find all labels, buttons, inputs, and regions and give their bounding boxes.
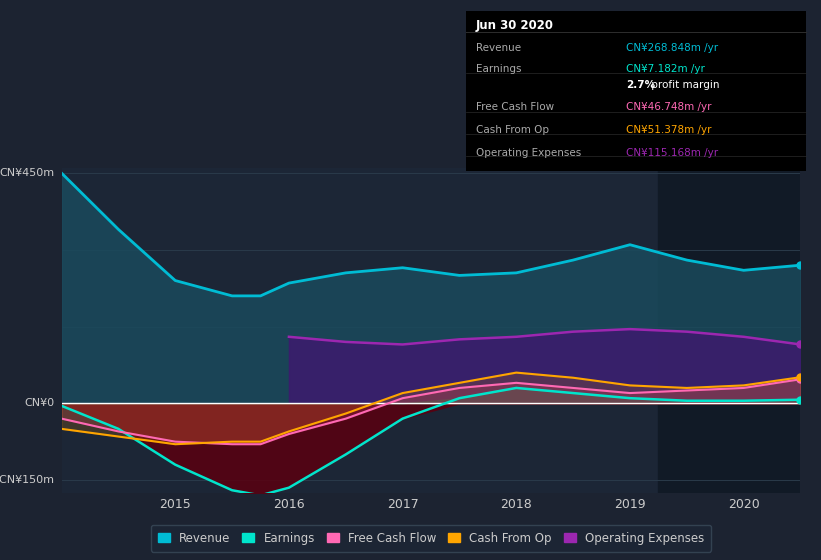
Text: CN¥115.168m /yr: CN¥115.168m /yr: [626, 148, 718, 158]
Text: profit margin: profit margin: [648, 80, 719, 90]
Text: CN¥450m: CN¥450m: [0, 168, 54, 178]
Bar: [658, 168, 806, 493]
Text: 2.7%: 2.7%: [626, 80, 655, 90]
Legend: Revenue, Earnings, Free Cash Flow, Cash From Op, Operating Expenses: Revenue, Earnings, Free Cash Flow, Cash …: [151, 525, 711, 552]
Text: Revenue: Revenue: [475, 43, 521, 53]
Text: -CN¥150m: -CN¥150m: [0, 475, 54, 485]
Text: Operating Expenses: Operating Expenses: [475, 148, 581, 158]
Text: CN¥268.848m /yr: CN¥268.848m /yr: [626, 43, 718, 53]
Text: CN¥7.182m /yr: CN¥7.182m /yr: [626, 64, 704, 74]
Text: Free Cash Flow: Free Cash Flow: [475, 102, 554, 112]
Text: CN¥51.378m /yr: CN¥51.378m /yr: [626, 124, 711, 134]
Text: CN¥0: CN¥0: [24, 398, 54, 408]
Text: CN¥46.748m /yr: CN¥46.748m /yr: [626, 102, 711, 112]
Text: Cash From Op: Cash From Op: [475, 124, 548, 134]
Text: Earnings: Earnings: [475, 64, 521, 74]
Text: Jun 30 2020: Jun 30 2020: [475, 19, 553, 32]
